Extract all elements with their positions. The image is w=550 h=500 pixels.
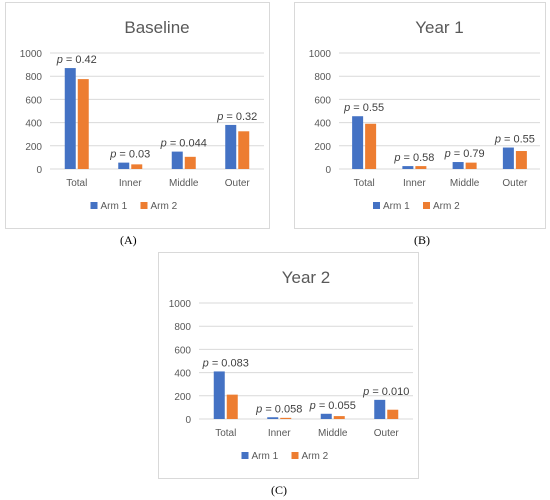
bar-arm1 [502, 147, 514, 169]
panel-label-a: (A) [120, 233, 137, 247]
p-value-annotation: p = 0.55 [343, 102, 384, 114]
legend: Arm 1 Arm 2 [373, 201, 460, 212]
bar-arm1 [452, 162, 464, 169]
bar-arm2 [333, 416, 345, 419]
chart-title: Year 2 [282, 268, 331, 287]
bar-arm1 [352, 116, 364, 169]
x-tick-label: Outer [502, 178, 528, 189]
bar-arm1 [118, 162, 130, 169]
p-value-annotation: p = 0.03 [109, 149, 150, 161]
x-tick-label: Outer [374, 428, 400, 439]
legend: Arm 1 Arm 2 [241, 451, 329, 462]
p-value-annotation: p = 0.055 [309, 400, 356, 412]
bar-arm2 [280, 417, 292, 419]
legend-label-arm1: Arm 1 [101, 201, 128, 212]
legend-label-arm2: Arm 2 [302, 451, 329, 462]
legend-swatch-arm1 [373, 202, 380, 209]
y-tick-label: 1000 [169, 299, 192, 310]
legend-swatch-arm2 [423, 202, 430, 209]
y-tick-label: 400 [314, 119, 331, 130]
bar-arm1 [64, 68, 76, 169]
legend-label-arm2: Arm 2 [151, 201, 178, 212]
p-value-annotation: p = 0.79 [444, 148, 485, 160]
legend-swatch-arm1 [241, 452, 249, 459]
legend-swatch-arm2 [291, 452, 299, 459]
bar-arm2 [415, 166, 427, 169]
y-tick-label: 1000 [309, 49, 332, 60]
x-tick-label: Total [354, 178, 375, 189]
panel-label-c: (C) [271, 483, 287, 497]
x-tick-label: Inner [119, 178, 142, 189]
y-tick-label: 200 [174, 392, 191, 403]
panel-label-b: (B) [414, 233, 430, 247]
bar-arm2 [184, 156, 196, 169]
bar-arm1 [213, 371, 225, 419]
chart-svg-year2: Year 2 0 200 400 600 800 1000 Total p = 0.083 Inn… [169, 268, 413, 462]
y-tick-label: 800 [25, 72, 42, 83]
legend-label-arm1: Arm 1 [252, 451, 279, 462]
p-value-annotation: p = 0.010 [362, 386, 409, 398]
x-tick-label: Middle [450, 178, 480, 189]
chart-svg-baseline: Baseline 0 200 400 600 800 1000 Total p = 0.42 In… [20, 18, 264, 212]
bar-arm2 [387, 409, 399, 419]
p-value-annotation: p = 0.32 [216, 111, 257, 123]
p-value-annotation: p = 0.55 [494, 134, 535, 146]
y-tick-label: 0 [185, 415, 191, 426]
bar-arm1 [267, 417, 279, 419]
y-tick-label: 200 [25, 142, 42, 153]
bar-arm1 [225, 124, 237, 169]
y-tick-label: 400 [25, 119, 42, 130]
legend-swatch-arm1 [90, 202, 98, 209]
legend-label-arm2: Arm 2 [433, 201, 460, 212]
x-tick-label: Inner [268, 428, 291, 439]
legend: Arm 1 Arm 2 [90, 201, 178, 212]
chart-title: Baseline [124, 18, 189, 37]
p-value-annotation: p = 0.42 [56, 54, 97, 66]
chart-title: Year 1 [415, 18, 464, 37]
p-value-annotation: p = 0.083 [202, 357, 249, 369]
chart-panel-year1: Year 1 0 200 400 600 800 1000 Total p = 0.55 Inne… [294, 2, 546, 229]
chart-panel-year2: Year 2 0 200 400 600 800 1000 Total p = 0.083 Inn… [158, 252, 419, 479]
bar-arm1 [402, 166, 414, 169]
y-tick-label: 1000 [20, 49, 43, 60]
y-tick-label: 600 [25, 95, 42, 106]
y-tick-label: 600 [174, 345, 191, 356]
x-tick-label: Total [215, 428, 236, 439]
y-tick-label: 800 [174, 322, 191, 333]
legend-label-arm1: Arm 1 [383, 201, 410, 212]
bar-arm2 [465, 162, 477, 169]
y-tick-label: 800 [314, 72, 331, 83]
p-value-annotation: p = 0.58 [393, 152, 434, 164]
y-tick-label: 0 [325, 165, 331, 176]
chart-panel-baseline: Baseline 0 200 400 600 800 1000 Total p = 0.42 In… [5, 2, 270, 229]
bar-arm1 [320, 413, 332, 419]
bar-arm2 [238, 131, 250, 169]
y-tick-label: 400 [174, 369, 191, 380]
x-tick-label: Middle [169, 178, 199, 189]
x-tick-label: Inner [403, 178, 426, 189]
x-tick-label: Outer [225, 178, 251, 189]
bar-arm2 [515, 151, 527, 169]
bar-arm2 [131, 164, 143, 169]
y-tick-label: 600 [314, 95, 331, 106]
bar-arm2 [77, 79, 89, 169]
x-tick-label: Total [66, 178, 87, 189]
y-tick-label: 200 [314, 142, 331, 153]
legend-swatch-arm2 [140, 202, 148, 209]
p-value-annotation: p = 0.058 [255, 403, 302, 415]
x-tick-label: Middle [318, 428, 348, 439]
bar-arm2 [365, 123, 377, 169]
bar-arm1 [374, 399, 386, 419]
bar-arm1 [171, 151, 183, 169]
p-value-annotation: p = 0.044 [160, 138, 207, 150]
y-tick-label: 0 [36, 165, 42, 176]
bar-arm2 [226, 394, 238, 419]
chart-svg-year1: Year 1 0 200 400 600 800 1000 Total p = 0.55 Inne… [309, 18, 540, 212]
